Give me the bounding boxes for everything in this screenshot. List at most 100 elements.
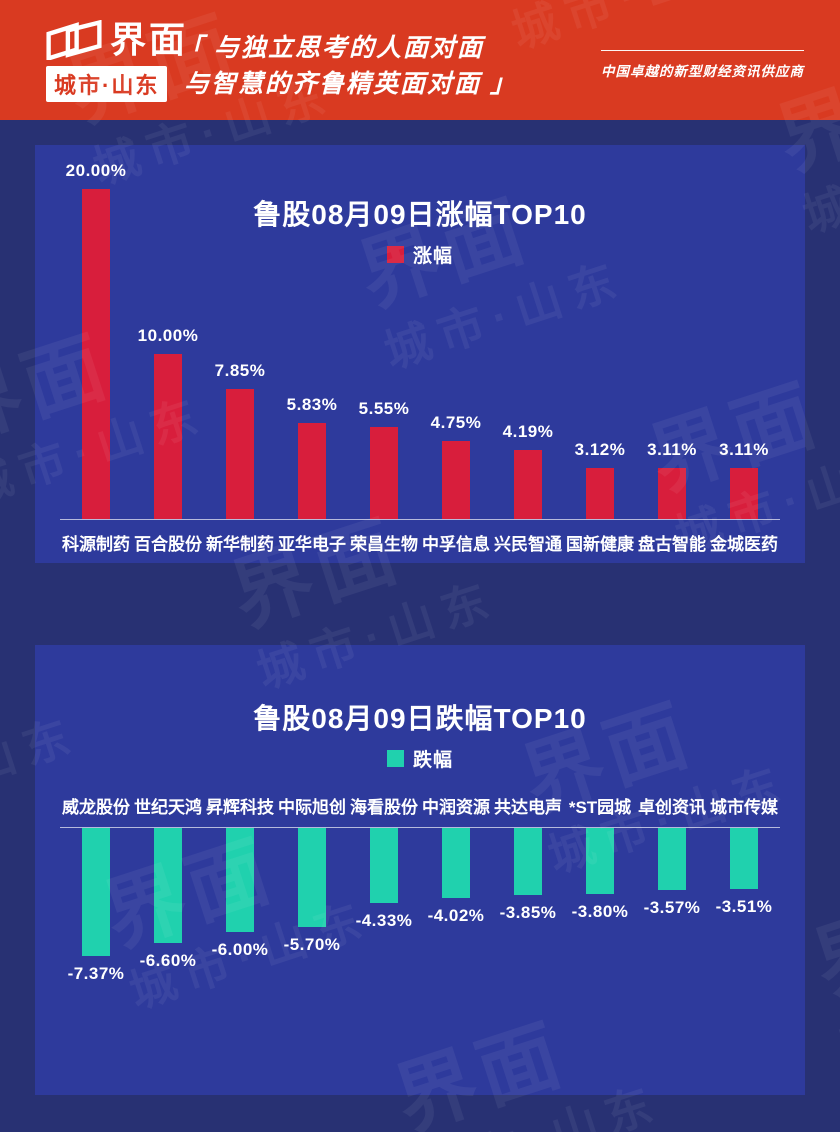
bar-column: -4.02% [420, 828, 492, 998]
plot-area: 20.00% 10.00% 7.85% 5.83% 5.55% 4.75% 4.19% 3.1… [60, 161, 780, 519]
bar [370, 427, 398, 519]
category-label: 科源制药 [62, 535, 130, 554]
bar [514, 828, 542, 895]
bar-column: 20.00% [60, 161, 132, 519]
value-label: 3.12% [574, 440, 626, 459]
bar-column: -3.51% [708, 828, 780, 998]
value-label: 10.00% [137, 326, 199, 345]
category-label: 亚华电子 [278, 535, 346, 554]
axis-baseline [60, 519, 780, 520]
plot-area: -7.37% -6.60% -6.00% -5.70% -4.33% -4.02% -3.8… [60, 828, 780, 998]
category-label: 威龙股份 [62, 798, 130, 817]
gainers-legend-label: 涨幅 [412, 246, 453, 267]
losers-legend: 跌幅 [35, 745, 805, 772]
header-tagline: 中国卓越的新型财经资讯供应商 [601, 50, 804, 80]
watermark-brand-text: 界面 [803, 872, 840, 1011]
bar-column: 7.85% [204, 189, 276, 519]
bar [514, 450, 542, 519]
bar-column: -5.70% [276, 828, 348, 998]
category-label: 中润资源 [422, 798, 490, 817]
category-row: 科源制药 百合股份 新华制药 亚华电子 荣昌生物 中孚信息 兴民智通 国新健康 盘古智能 金城医药 [60, 530, 780, 555]
bar-column: -3.80% [564, 828, 636, 998]
bar [154, 828, 182, 943]
watermark-item: 界面城市·山东 [803, 853, 840, 1067]
bar [82, 828, 110, 956]
gainers-legend: 涨幅 [35, 241, 805, 268]
bar [82, 189, 110, 519]
category-label: 世纪天鸿 [134, 798, 202, 817]
category-label: 百合股份 [134, 535, 202, 554]
value-label: -3.80% [571, 902, 629, 921]
category-label: 荣昌生物 [350, 535, 418, 554]
losers-legend-label: 跌幅 [412, 750, 453, 771]
bar [370, 828, 398, 903]
category-label: 中孚信息 [422, 535, 490, 554]
value-label: -6.60% [139, 951, 197, 970]
bar-column: -3.85% [492, 828, 564, 998]
jiemian-logo: 界面 城市·山东 [46, 20, 188, 102]
bar [730, 468, 758, 519]
value-label: 7.85% [214, 361, 266, 380]
slogan-line-1: 「 与独立思考的人面对面 [178, 34, 484, 62]
value-label: -3.57% [643, 898, 701, 917]
category-label: 城市传媒 [710, 798, 778, 817]
losers-chart: 威龙股份 世纪天鸿 昇辉科技 中际旭创 海看股份 中润资源 共达电声 *ST园城 卓创资讯 城市传… [60, 793, 780, 998]
category-label: 共达电声 [494, 798, 562, 817]
category-row: 威龙股份 世纪天鸿 昇辉科技 中际旭创 海看股份 中润资源 共达电声 *ST园城 卓创资讯 城市传… [60, 793, 780, 818]
value-label: 4.75% [430, 413, 482, 432]
bar [442, 441, 470, 519]
bar-column: 3.11% [636, 189, 708, 519]
value-label: -4.02% [427, 906, 485, 925]
bar [226, 828, 254, 932]
bar-column: 4.19% [492, 189, 564, 519]
value-label: -3.51% [715, 897, 773, 916]
brand-name: 界面 [110, 19, 189, 60]
gainers-chart: 20.00% 10.00% 7.85% 5.83% 5.55% 4.75% 4.19% 3.1… [60, 161, 780, 555]
gainers-panel: 鲁股08月09日涨幅TOP10 涨幅 20.00% 10.00% 7.85% 5.83… [35, 145, 805, 563]
bar-column: 10.00% [132, 189, 204, 519]
category-label: 新华制药 [206, 535, 274, 554]
bar-column: 4.75% [420, 189, 492, 519]
axis-baseline [60, 827, 780, 828]
value-label: 4.19% [502, 422, 554, 441]
bar [154, 354, 182, 519]
bar [298, 423, 326, 519]
losers-legend-swatch [386, 750, 404, 767]
bar [442, 828, 470, 898]
bar-column: -4.33% [348, 828, 420, 998]
category-label: *ST园城 [568, 798, 632, 817]
watermark-sub-text: 城市·山东 [832, 939, 840, 1067]
brand-subtitle-badge: 城市·山东 [46, 66, 168, 102]
bar [658, 468, 686, 519]
value-label: -3.85% [499, 903, 557, 922]
category-label: 国新健康 [566, 535, 634, 554]
category-label: 卓创资讯 [638, 798, 706, 817]
category-label: 金城医药 [710, 535, 778, 554]
bar-column: 3.11% [708, 189, 780, 519]
watermark-brand-text: 界面 [0, 1125, 230, 1132]
value-label: 3.11% [719, 440, 769, 459]
bar [298, 828, 326, 927]
value-label: -5.70% [283, 935, 341, 954]
value-label: 3.11% [647, 440, 697, 459]
bar-column: 5.83% [276, 189, 348, 519]
bar [226, 389, 254, 519]
category-label: 昇辉科技 [206, 798, 274, 817]
bar [586, 468, 614, 519]
value-label: 5.83% [286, 395, 338, 414]
losers-chart-title: 鲁股08月09日跌幅TOP10 [253, 703, 587, 734]
value-label: -6.00% [211, 940, 269, 959]
bar-column: -3.57% [636, 828, 708, 998]
bar [730, 828, 758, 889]
bar-column: -6.00% [204, 828, 276, 998]
header-slogan: 「 与独立思考的人面对面 与智慧的齐鲁精英面对面 」 [178, 30, 517, 102]
bar [658, 828, 686, 890]
slogan-line-2: 与智慧的齐鲁精英面对面 」 [184, 70, 517, 98]
value-label: -4.33% [355, 911, 413, 930]
value-label: 20.00% [65, 161, 127, 180]
bar-column: 3.12% [564, 189, 636, 519]
bar-column: -7.37% [60, 828, 132, 998]
header-banner: 界面 城市·山东 「 与独立思考的人面对面 与智慧的齐鲁精英面对面 」 中国卓越… [0, 0, 840, 120]
value-label: -7.37% [67, 964, 125, 983]
